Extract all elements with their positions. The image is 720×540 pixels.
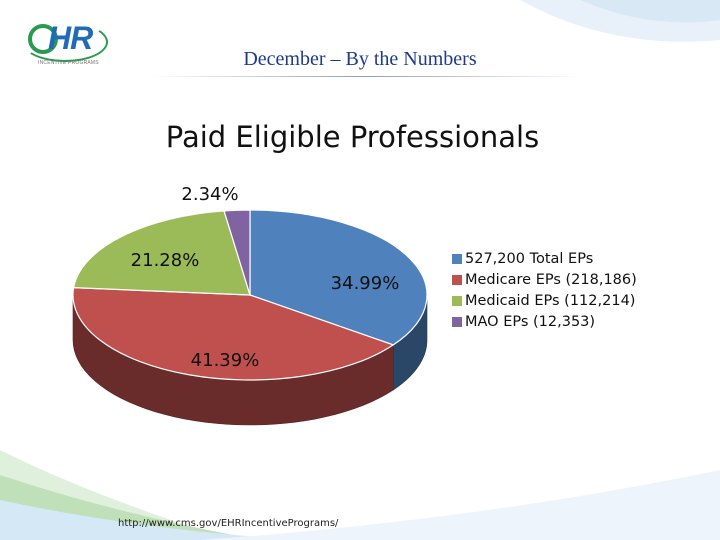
pie-slice-3 xyxy=(72,210,251,296)
pie-data-label-4: 2.34% xyxy=(181,184,238,205)
legend-item-3: Medicaid EPs (112,214) xyxy=(452,290,637,311)
legend-item-4: MAO EPs (12,353) xyxy=(452,311,637,332)
legend-label: Medicaid EPs (112,214) xyxy=(465,292,636,309)
page-subtitle: December – By the Numbers xyxy=(243,48,477,70)
subtitle-divider xyxy=(150,76,580,77)
pie-slice-4 xyxy=(223,209,251,296)
legend-label: Medicare EPs (218,186) xyxy=(465,271,637,288)
legend-swatch xyxy=(452,316,462,327)
bottom-swoosh xyxy=(0,450,720,540)
pie-data-label-2: 41.39% xyxy=(191,350,260,371)
legend-item-2: Medicare EPs (218,186) xyxy=(452,269,637,290)
legend-swatch xyxy=(452,253,462,264)
chart-legend: 527,200 Total EPs Medicare EPs (218,186) M… xyxy=(452,248,637,332)
top-corner-swoosh xyxy=(520,0,720,42)
legend-label: MAO EPs (12,353) xyxy=(465,313,596,330)
footer-url: http://www.cms.gov/EHRIncentivePrograms/ xyxy=(118,518,339,529)
legend-swatch xyxy=(452,295,462,306)
logo-e-mark xyxy=(28,24,58,54)
pie-slice-1 xyxy=(249,209,428,346)
pie-data-label-3: 21.28% xyxy=(131,250,200,271)
logo-ring xyxy=(22,22,108,62)
legend-swatch xyxy=(452,274,462,285)
pie-data-label-1: 34.99% xyxy=(331,273,400,294)
logo-tagline: INCENTIVE PROGRAMS xyxy=(38,60,99,66)
pie-chart: 34.99% 41.39% 21.28% 2.34% xyxy=(72,184,428,426)
logo-wordmark: HR xyxy=(48,20,93,56)
chart-title: Paid Eligible Professionals xyxy=(165,120,540,154)
legend-label: 527,200 Total EPs xyxy=(465,250,594,267)
pie-slice-2 xyxy=(72,287,395,381)
legend-item-1: 527,200 Total EPs xyxy=(452,248,637,269)
ehr-logo: HR INCENTIVE PROGRAMS xyxy=(18,18,118,70)
